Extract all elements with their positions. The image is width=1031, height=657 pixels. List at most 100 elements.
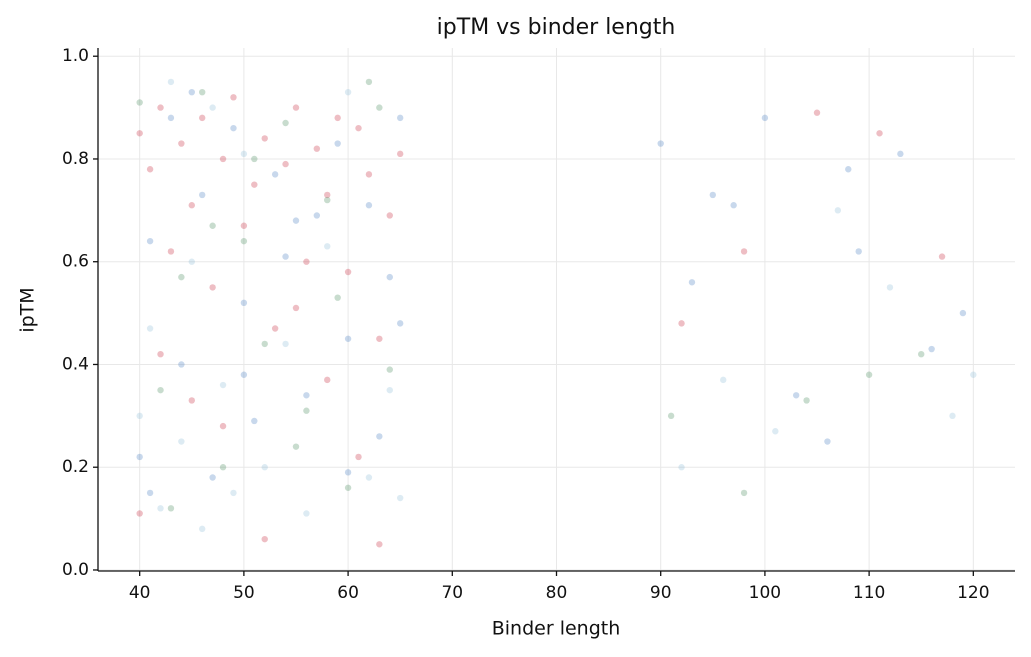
- point: [209, 222, 216, 229]
- point: [271, 171, 279, 178]
- point: [813, 109, 821, 116]
- point: [365, 474, 373, 481]
- point: [386, 212, 393, 219]
- point: [303, 392, 310, 399]
- point: [970, 371, 977, 378]
- point: [292, 104, 300, 111]
- point: [313, 212, 321, 219]
- point: [396, 494, 404, 502]
- point: [167, 505, 175, 512]
- point: [918, 350, 925, 358]
- x-tick-label: 120: [957, 583, 989, 603]
- x-tick-label: 70: [441, 583, 463, 603]
- point: [219, 464, 227, 471]
- point: [261, 135, 268, 142]
- point: [188, 88, 195, 96]
- point: [344, 469, 352, 476]
- point: [824, 438, 831, 445]
- point: [167, 78, 175, 86]
- point: [178, 273, 185, 281]
- point: [136, 510, 143, 517]
- point: [167, 114, 175, 122]
- point: [376, 433, 383, 440]
- point: [313, 145, 321, 152]
- point: [396, 150, 404, 158]
- point: [678, 464, 685, 471]
- point: [303, 510, 310, 517]
- point: [146, 166, 154, 173]
- point: [845, 166, 852, 173]
- point: [834, 207, 842, 214]
- point: [136, 412, 143, 420]
- point: [251, 155, 258, 163]
- point: [761, 114, 769, 122]
- point: [146, 237, 154, 245]
- point: [188, 202, 195, 209]
- point: [136, 99, 143, 106]
- y-tick-label: 1.0: [62, 46, 89, 66]
- point: [146, 489, 154, 497]
- point: [386, 386, 393, 394]
- point: [240, 222, 248, 229]
- y-tick-label: 0.0: [62, 560, 89, 580]
- y-tick-label: 0.6: [62, 252, 89, 272]
- point: [772, 428, 779, 435]
- point: [261, 340, 268, 348]
- point: [251, 181, 258, 188]
- point: [136, 130, 143, 137]
- point: [720, 376, 727, 384]
- point: [157, 386, 164, 394]
- point: [324, 196, 331, 204]
- point: [199, 88, 206, 96]
- point: [282, 119, 289, 127]
- y-tick-label: 0.4: [62, 354, 89, 374]
- point: [855, 248, 862, 255]
- point: [178, 140, 185, 147]
- point: [959, 309, 967, 317]
- point: [324, 376, 331, 384]
- point: [219, 155, 227, 163]
- point: [897, 150, 904, 158]
- point: [188, 397, 195, 404]
- point: [667, 412, 675, 420]
- point: [709, 191, 717, 199]
- point: [209, 474, 216, 481]
- point: [282, 160, 289, 168]
- point: [209, 104, 216, 111]
- point: [261, 535, 268, 543]
- point: [949, 412, 956, 420]
- point: [876, 130, 883, 137]
- y-tick-label: 0.2: [62, 457, 89, 477]
- point: [251, 417, 258, 425]
- point: [240, 150, 248, 158]
- x-tick-label: 90: [650, 583, 672, 603]
- point: [324, 243, 331, 250]
- point: [219, 422, 227, 430]
- point: [146, 325, 154, 332]
- point: [136, 453, 143, 461]
- point: [740, 248, 748, 255]
- point: [344, 268, 352, 276]
- point: [396, 114, 404, 122]
- point: [365, 171, 373, 178]
- point: [324, 191, 331, 199]
- x-tick-label: 60: [337, 583, 359, 603]
- point: [365, 78, 373, 86]
- point: [188, 258, 195, 265]
- x-tick-label: 50: [233, 583, 255, 603]
- point: [334, 294, 341, 301]
- point: [376, 104, 383, 111]
- point: [730, 202, 737, 209]
- point: [386, 366, 393, 373]
- x-tick-label: 110: [853, 583, 885, 603]
- point: [386, 273, 393, 281]
- point: [292, 443, 300, 450]
- point: [740, 489, 748, 497]
- point: [219, 381, 227, 389]
- point: [157, 104, 164, 111]
- point: [199, 191, 206, 199]
- point: [240, 299, 248, 307]
- y-tick-label: 0.8: [62, 149, 89, 169]
- point: [803, 397, 810, 404]
